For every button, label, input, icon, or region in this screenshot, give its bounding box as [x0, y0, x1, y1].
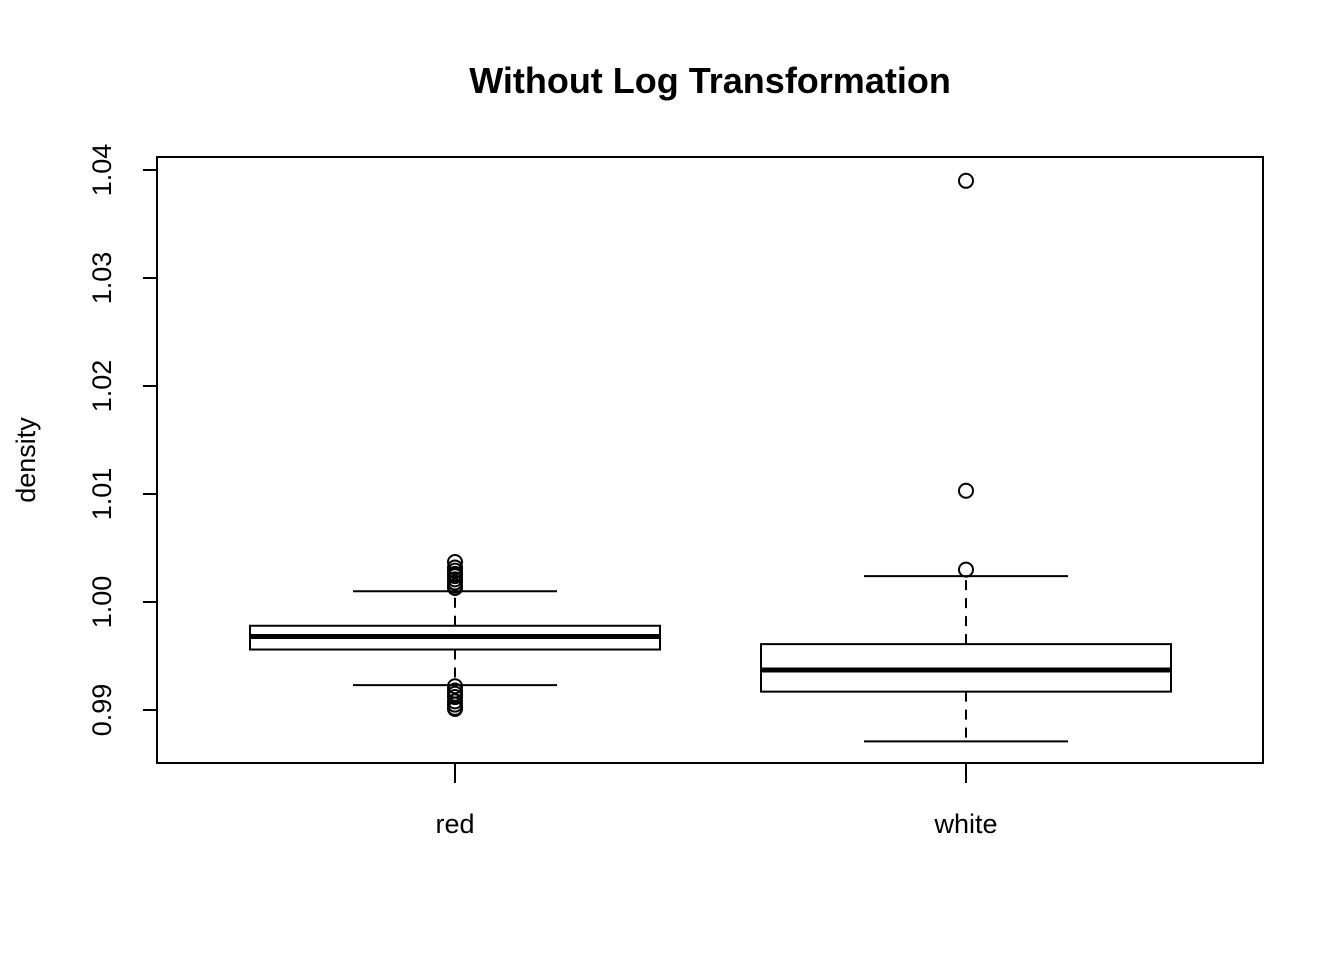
box-white	[760, 172, 1172, 743]
outlier-point	[447, 579, 463, 596]
x-tick-label: red	[435, 809, 474, 839]
outlier-point	[958, 482, 974, 499]
y-tick-label: 0.99	[87, 684, 117, 737]
outlier-point	[958, 172, 974, 189]
box-red	[249, 554, 661, 717]
x-tick-label: white	[933, 809, 997, 839]
chart-title: Without Log Transformation	[469, 60, 951, 101]
y-tick-label: 1.03	[87, 252, 117, 305]
boxes-layer	[249, 172, 1172, 743]
y-axis: 0.99 1.00 1.01 1.02 1.03 1.04	[87, 144, 158, 737]
y-tick-label: 1.00	[87, 576, 117, 629]
outlier-point	[447, 700, 463, 717]
outlier-point	[447, 678, 463, 695]
y-tick-label: 1.02	[87, 360, 117, 413]
y-axis-label: density	[11, 417, 41, 503]
outlier-point	[958, 561, 974, 578]
outlier-point	[447, 689, 463, 706]
x-axis: red white	[435, 763, 998, 839]
y-tick-label: 1.01	[87, 468, 117, 521]
y-tick-label: 1.04	[87, 144, 117, 197]
